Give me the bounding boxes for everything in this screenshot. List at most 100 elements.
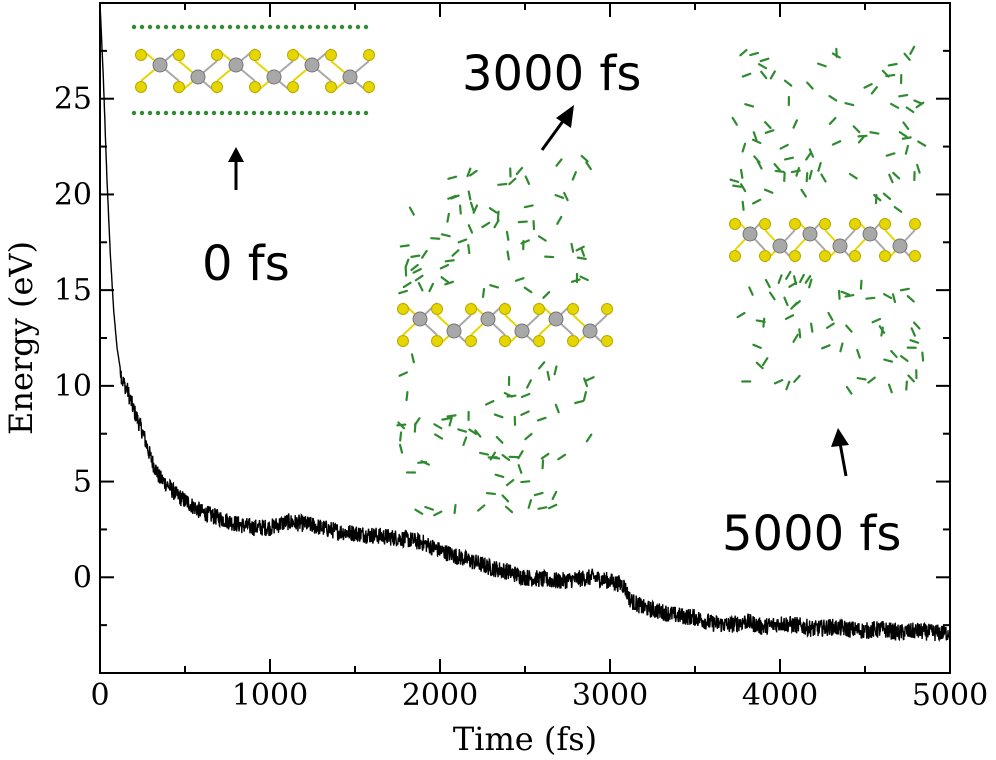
- molecule: [575, 245, 585, 252]
- sulfur-atom: [135, 49, 147, 61]
- molecule: [397, 421, 406, 430]
- molecule: [792, 119, 799, 129]
- metal-atom: [892, 238, 908, 254]
- molecule: [404, 258, 410, 269]
- molecule-dot: [275, 24, 281, 30]
- molecule: [755, 361, 764, 370]
- molecule: [749, 51, 760, 57]
- molecule: [840, 290, 851, 296]
- molecule: [892, 171, 901, 180]
- molecule: [757, 63, 768, 70]
- molecule: [907, 374, 915, 383]
- molecule: [517, 464, 523, 474]
- series-layer: [100, 3, 950, 643]
- molecule: [555, 158, 563, 167]
- molecule: [739, 48, 748, 57]
- molecule: [744, 103, 755, 108]
- molecule: [405, 390, 409, 402]
- molecule: [805, 172, 809, 183]
- molecule: [752, 198, 762, 205]
- molecule-dot: [331, 24, 337, 30]
- molecule: [446, 414, 457, 418]
- molecule: [901, 136, 912, 140]
- molecule: [899, 355, 909, 362]
- y-tick-label: 0: [73, 560, 92, 595]
- molecule: [524, 432, 533, 441]
- molecule: [428, 282, 435, 293]
- molecule: [800, 188, 807, 198]
- molecule: [557, 453, 567, 461]
- molecule: [451, 249, 460, 257]
- inset-5000fs-molecules: [729, 45, 927, 395]
- sulfur-atom: [567, 335, 579, 347]
- molecule: [845, 385, 853, 395]
- molecule: [869, 131, 880, 135]
- x-tick-label: 4000: [742, 678, 818, 713]
- sulfur-atom: [249, 49, 261, 61]
- molecule: [777, 274, 783, 284]
- molecule-dot: [251, 24, 257, 30]
- molecule: [839, 342, 844, 353]
- molecule: [413, 417, 421, 426]
- molecule: [739, 183, 747, 193]
- metal-atom: [548, 311, 564, 327]
- molecule-dot: [267, 24, 273, 30]
- molecule: [816, 62, 827, 68]
- molecule-dot: [131, 110, 137, 116]
- molecule: [828, 94, 838, 102]
- molecule: [880, 326, 884, 337]
- molecule: [485, 492, 497, 496]
- molecule: [410, 263, 419, 272]
- molecule: [537, 506, 548, 510]
- molecule: [468, 428, 478, 436]
- x-tick-label: 3000: [572, 678, 648, 713]
- molecule: [477, 504, 486, 512]
- arrow-0fs: [228, 147, 244, 190]
- molecule: [890, 102, 900, 109]
- sulfur-atom: [211, 49, 223, 61]
- molecule: [520, 410, 530, 416]
- molecule: [904, 144, 910, 155]
- molecule: [763, 188, 774, 194]
- molecule: [489, 284, 500, 289]
- molecule-dot: [139, 24, 145, 30]
- molecule-dot: [163, 24, 169, 30]
- molecule: [773, 163, 781, 172]
- x-axis-title: Time (fs): [453, 720, 597, 758]
- metal-atom: [802, 226, 818, 242]
- molecule: [790, 301, 798, 310]
- molecule-dot: [227, 24, 233, 30]
- molecule: [520, 480, 531, 484]
- metal-atom: [480, 311, 496, 327]
- molecule: [768, 291, 776, 301]
- molecule: [467, 244, 471, 255]
- molecule-dot: [219, 110, 225, 116]
- molecule: [859, 279, 863, 290]
- molecule: [410, 353, 415, 364]
- molecule: [457, 428, 468, 433]
- molecule: [741, 72, 752, 78]
- metal-atom: [514, 323, 530, 339]
- molecule: [537, 235, 547, 242]
- molecule: [867, 376, 876, 384]
- molecule: [444, 259, 455, 263]
- sulfur-atom: [789, 250, 801, 262]
- molecule: [857, 134, 868, 138]
- molecule: [542, 291, 551, 299]
- molecule: [845, 324, 853, 333]
- molecule: [857, 135, 866, 144]
- molecule-dot: [323, 110, 329, 116]
- molecule: [760, 70, 768, 80]
- molecule: [408, 206, 415, 216]
- molecule: [556, 215, 563, 225]
- molecule: [506, 250, 510, 261]
- molecule: [517, 220, 528, 224]
- sulfur-atom: [173, 81, 185, 93]
- molecule: [433, 423, 443, 430]
- sulfur-atom: [759, 218, 771, 230]
- inset-0fs-molecule-rows: [131, 24, 369, 116]
- molecule: [536, 416, 547, 422]
- molecule: [913, 99, 923, 105]
- molecule-dot: [331, 110, 337, 116]
- molecule-dot: [339, 24, 345, 30]
